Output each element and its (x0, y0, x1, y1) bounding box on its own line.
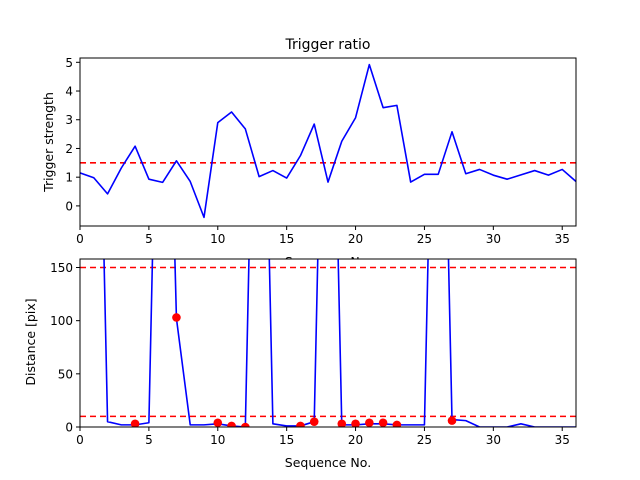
detection-point (227, 421, 236, 427)
detection-point (447, 416, 457, 425)
x-tick-label: 5 (145, 232, 153, 246)
y-tick-label: 0 (65, 421, 73, 435)
axes-frame (79, 258, 577, 428)
detection-point (172, 313, 181, 322)
x-tick-label: 30 (486, 433, 501, 447)
x-tick-label: 10 (210, 433, 225, 447)
plot-area (80, 259, 576, 427)
y-tick-label: 3 (65, 113, 73, 127)
trigger-ratio-panel: Trigger ratio Trigger strength Sequence … (41, 37, 577, 269)
x-tick-label: 0 (76, 232, 84, 246)
x-tick-label: 15 (279, 433, 294, 447)
detection-point (337, 419, 347, 427)
y-tick-label: 2 (65, 142, 73, 156)
detection-point (213, 418, 223, 427)
y-tick-label: 50 (58, 367, 73, 381)
x-tick-label: 15 (279, 232, 294, 246)
x-tick-label: 30 (486, 232, 501, 246)
distance-panel: Distance [pix] Sequence No. 0 5 10 15 20 25 30… (23, 258, 577, 470)
detection-point (365, 418, 374, 427)
y-tick-label: 100 (50, 314, 73, 328)
x-axis-label: Sequence No. (285, 455, 371, 470)
y-axis-label: Distance [pix] (23, 298, 38, 385)
x-tick-label: 25 (417, 433, 432, 447)
detection-point (351, 419, 360, 427)
x-tick-label: 35 (555, 433, 570, 447)
y-tick-label: 150 (50, 261, 73, 275)
series-line (103, 259, 576, 427)
chart-title: Trigger ratio (284, 37, 370, 53)
axes-frame (79, 57, 577, 227)
x-tick-label: 5 (145, 433, 153, 447)
x-tick-label: 10 (210, 232, 225, 246)
y-tick-label: 4 (65, 85, 73, 99)
y-tick-label: 1 (65, 171, 73, 185)
y-tick-label: 5 (65, 56, 73, 70)
detection-point (378, 418, 388, 427)
x-tick-label: 20 (348, 232, 363, 246)
detection-point (130, 419, 140, 427)
x-tick-label: 0 (76, 433, 84, 447)
detection-point (309, 417, 319, 426)
y-axis-label: Trigger strength (41, 92, 56, 193)
series-line (80, 63, 576, 219)
x-tick-label: 20 (348, 433, 363, 447)
panel-background (80, 259, 576, 269)
x-tick-label: 35 (555, 232, 570, 246)
detection-point (296, 421, 305, 427)
detection-point (241, 422, 250, 427)
detection-point (392, 420, 402, 427)
x-tick-label: 25 (417, 232, 432, 246)
plot-area (80, 63, 576, 219)
y-tick-label: 0 (65, 199, 73, 213)
